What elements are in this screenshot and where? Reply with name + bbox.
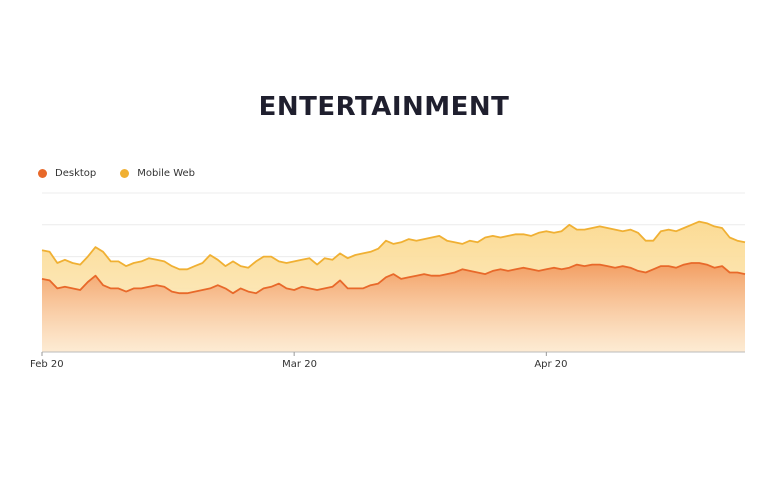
legend-dot-desktop: [38, 169, 47, 178]
x-axis: Feb 20 Mar 20 Apr 20: [30, 351, 745, 370]
series-areas: [41, 220, 746, 352]
legend-label-mobile-web: Mobile Web: [137, 168, 196, 179]
x-tick-label-2: Apr 20: [534, 359, 567, 370]
x-tick-label-1: Mar 20: [282, 359, 317, 370]
legend-item-desktop[interactable]: Desktop: [38, 168, 96, 179]
legend-label-desktop: Desktop: [55, 168, 97, 179]
x-tick-label-0: Feb 20: [30, 359, 64, 370]
chart-title: ENTERTAINMENT: [258, 92, 510, 122]
legend-item-mobile-web[interactable]: Mobile Web: [120, 168, 195, 179]
legend: Desktop Mobile Web: [38, 168, 219, 179]
legend-dot-mobile-web: [120, 169, 130, 178]
line-desktop[interactable]: [41, 262, 746, 295]
line-mobile-web[interactable]: [41, 220, 746, 271]
